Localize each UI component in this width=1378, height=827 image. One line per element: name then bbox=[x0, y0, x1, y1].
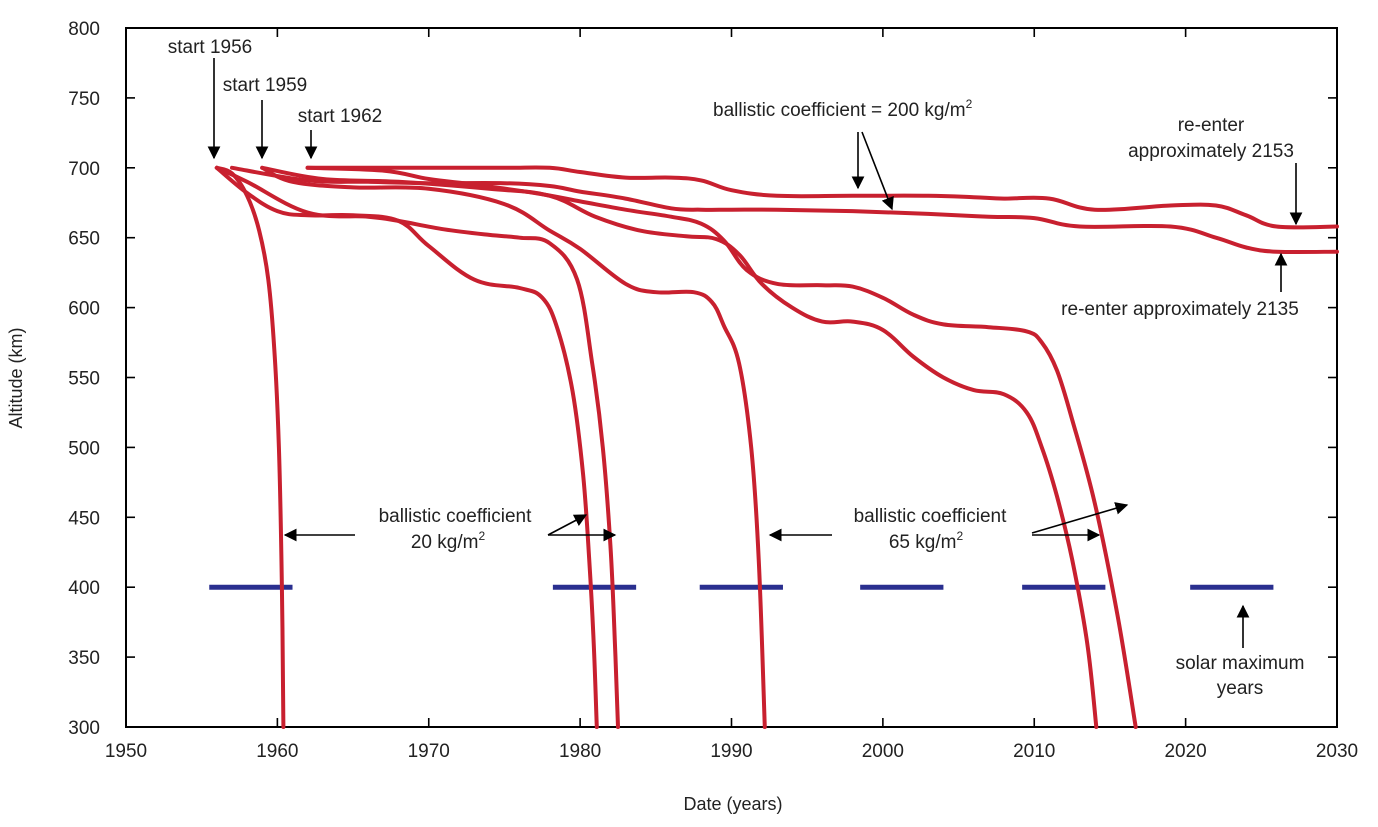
plot-frame bbox=[125, 27, 1338, 728]
y-axis-title: Altitude (km) bbox=[6, 327, 26, 428]
decay-curve-8 bbox=[230, 165, 1339, 255]
label-start-1962: start 1962 bbox=[298, 106, 383, 127]
label-reenter-2153-line2: approximately 2153 bbox=[1128, 141, 1294, 162]
arrow-bc200-lower bbox=[861, 131, 894, 211]
label-start-1959: start 1959 bbox=[223, 75, 308, 96]
y-tick-label: 800 bbox=[68, 19, 100, 40]
y-tick-label: 400 bbox=[68, 578, 100, 599]
label-bc200: ballistic coefficient = 200 kg/m2 bbox=[713, 97, 973, 121]
label-bc65-line1: ballistic coefficient bbox=[854, 506, 1008, 527]
y-tick-label: 750 bbox=[68, 89, 100, 110]
annotation-arrows bbox=[207, 58, 1303, 648]
y-tick-label: 550 bbox=[68, 369, 100, 390]
y-tick-label: 450 bbox=[68, 508, 100, 529]
x-tick-label: 2020 bbox=[1164, 741, 1206, 762]
axis-tick-labels: 1950 1960 1970 1980 1990 2000 2010 2020 2030 300 3… bbox=[68, 19, 1358, 762]
axis-ticks bbox=[125, 27, 1338, 728]
decay-curve-7 bbox=[305, 165, 1339, 230]
label-bc20-line1: ballistic coefficient bbox=[379, 506, 533, 527]
x-axis-title: Date (years) bbox=[683, 794, 782, 814]
y-tick-label: 500 bbox=[68, 438, 100, 459]
annotation-labels: start 1956 start 1959 start 1962 ballist… bbox=[168, 37, 1320, 699]
decay-curve-4 bbox=[260, 165, 767, 729]
y-tick-label: 350 bbox=[68, 648, 100, 669]
decay-curve-6 bbox=[305, 165, 1138, 729]
decay-curves bbox=[214, 165, 1339, 729]
label-solar-line1: solar maximum bbox=[1176, 653, 1305, 674]
y-tick-label: 650 bbox=[68, 229, 100, 250]
label-bc65-line2: 65 kg/m2 bbox=[889, 529, 964, 553]
x-tick-label: 1990 bbox=[710, 741, 752, 762]
label-solar-line2: years bbox=[1217, 678, 1263, 699]
y-tick-label: 700 bbox=[68, 159, 100, 180]
y-tick-label: 600 bbox=[68, 299, 100, 320]
label-reenter-2135: re-enter approximately 2135 bbox=[1061, 299, 1299, 320]
decay-curve-3 bbox=[214, 165, 620, 729]
x-tick-label: 1970 bbox=[408, 741, 450, 762]
x-tick-label: 1950 bbox=[105, 741, 147, 762]
arrow-bc65-upper bbox=[1031, 502, 1129, 534]
decay-curve-1 bbox=[214, 165, 286, 729]
x-tick-label: 1960 bbox=[256, 741, 298, 762]
decay-curve-5 bbox=[260, 165, 1099, 729]
label-bc20-line2: 20 kg/m2 bbox=[411, 529, 486, 553]
solar-label-backdrop bbox=[1158, 651, 1320, 699]
x-tick-label: 1980 bbox=[559, 741, 601, 762]
decay-curve-2 bbox=[214, 165, 599, 729]
arrow-bc20-upper bbox=[547, 514, 588, 536]
x-tick-label: 2010 bbox=[1013, 741, 1055, 762]
x-tick-label: 2000 bbox=[862, 741, 904, 762]
y-tick-label: 300 bbox=[68, 718, 100, 739]
label-start-1956: start 1956 bbox=[168, 37, 253, 58]
x-tick-label: 2030 bbox=[1316, 741, 1358, 762]
label-reenter-2153-line1: re-enter bbox=[1178, 115, 1245, 136]
